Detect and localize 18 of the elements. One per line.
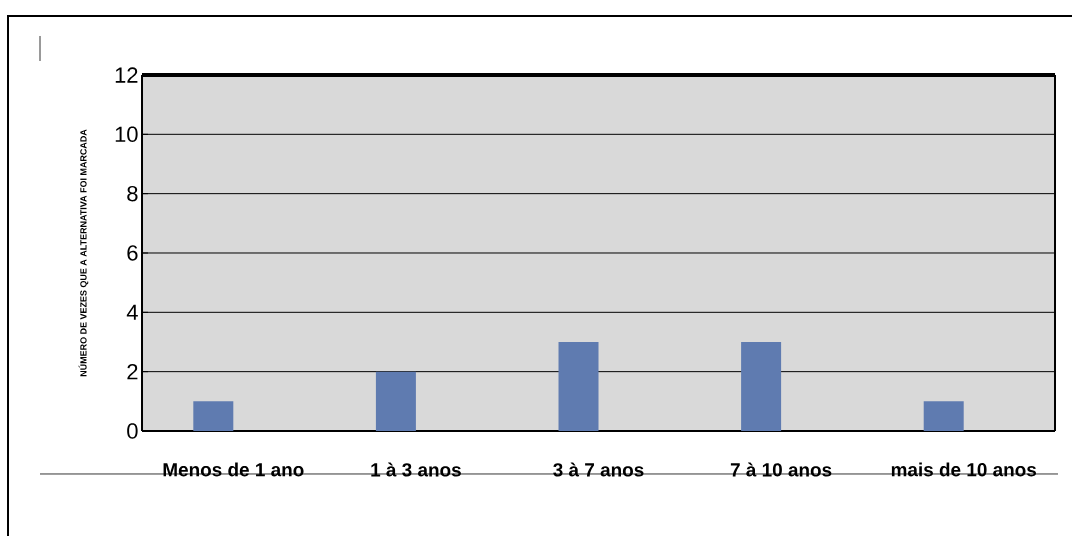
x-tick-label: 3 à 7 anos bbox=[553, 462, 644, 477]
x-tick-label: 1 à 3 anos bbox=[371, 462, 461, 477]
y-tick-label: 2 bbox=[127, 363, 138, 380]
bar bbox=[558, 341, 599, 431]
x-tick-label: Menos de 1 ano bbox=[163, 462, 304, 477]
y-axis-title: NÚMERO DE VEZES QUE A ALTERNATIVA FOI MARCADA bbox=[78, 129, 89, 377]
bar bbox=[923, 401, 964, 431]
x-tick-label: 7 à 10 anos bbox=[730, 462, 832, 477]
y-tick-label: 4 bbox=[126, 304, 138, 320]
bar bbox=[193, 401, 234, 431]
y-tick-label: 8 bbox=[127, 185, 138, 202]
y-tick-label: 0 bbox=[127, 423, 138, 439]
bar bbox=[741, 341, 782, 431]
y-tick-label: 10 bbox=[115, 126, 138, 143]
y-tick-label: 12 bbox=[115, 67, 138, 83]
bar bbox=[375, 371, 416, 431]
y-tick-label: 6 bbox=[127, 245, 138, 261]
x-tick-label: mais de 10 anos bbox=[891, 462, 1037, 477]
